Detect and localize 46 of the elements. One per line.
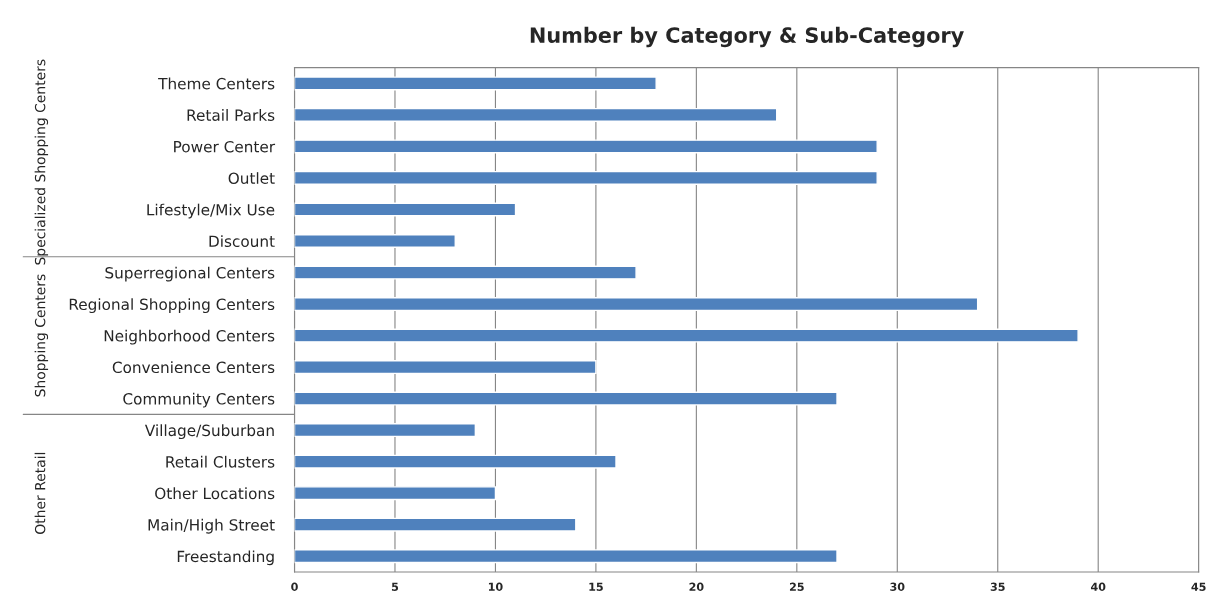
bar — [294, 297, 979, 312]
chart-title: Number by Category & Sub-Category — [530, 26, 964, 48]
text: Other Retail — [34, 452, 46, 534]
bar — [294, 265, 637, 280]
y-tick-label: Power Center — [174, 140, 276, 153]
y-tick-label: Discount — [209, 235, 275, 248]
bar — [294, 549, 838, 564]
text: Specialized Shopping Centers — [34, 59, 49, 265]
x-tick-label: 35 — [990, 582, 1005, 591]
x-tick-label: 30 — [890, 582, 905, 591]
bar — [294, 486, 497, 501]
x-tick-label: 0 — [291, 582, 298, 591]
y-tick-label: Neighborhood Centers — [104, 329, 275, 345]
bar — [294, 454, 617, 469]
y-tick-label: Main/High Street — [148, 518, 275, 534]
bar — [294, 170, 878, 185]
y-tick-label: Superregional Centers — [105, 266, 275, 282]
y-tick-label: Regional Shopping Centers — [69, 298, 275, 314]
y-tick-label: Convenience Centers — [112, 361, 275, 374]
bar — [294, 234, 456, 249]
y-tick-label: Other Locations — [155, 487, 275, 500]
x-tick-label: 45 — [1191, 582, 1206, 591]
y-tick-label: Community Centers — [123, 392, 275, 408]
y-tick-label: Retail Clusters — [166, 455, 275, 468]
bar — [294, 76, 657, 91]
bar — [294, 360, 597, 375]
bar — [294, 391, 838, 406]
y-tick-label: Freestanding — [177, 550, 274, 566]
x-tick-label: 10 — [488, 582, 503, 591]
x-tick-label: 40 — [1090, 582, 1106, 591]
x-tick-label: 5 — [391, 582, 399, 591]
x-tick-label: 15 — [589, 582, 603, 591]
y-tick-label: Theme Centers — [158, 77, 275, 90]
bar — [294, 139, 878, 154]
y-tick-label: Lifestyle/Mix Use — [147, 203, 275, 219]
bar — [294, 423, 477, 438]
bar — [294, 517, 577, 532]
y-tick-label: Outlet — [228, 172, 275, 184]
text: Shopping Centers — [34, 274, 49, 397]
bar — [294, 202, 517, 217]
y-tick-label: Retail Parks — [187, 109, 275, 121]
bar — [294, 107, 778, 122]
x-tick-label: 25 — [789, 582, 804, 591]
bar — [294, 328, 1079, 343]
x-tick-label: 20 — [689, 582, 704, 591]
y-tick-label: Village/Suburban — [144, 424, 274, 440]
